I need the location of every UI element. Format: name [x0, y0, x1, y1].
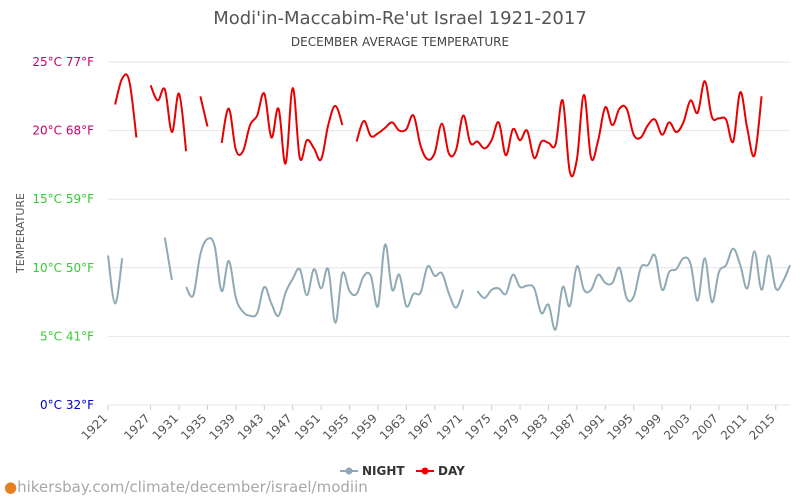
legend-swatch-dot — [345, 467, 353, 475]
x-tick-label: 2015 — [746, 411, 777, 442]
x-tick-label: 1921 — [79, 411, 110, 442]
x-tick-label: 1931 — [150, 411, 181, 442]
series-line-day — [355, 80, 763, 178]
x-tick-label: 1987 — [547, 411, 578, 442]
series-line-night — [163, 237, 173, 281]
series-night — [107, 237, 791, 331]
x-tick-label: 1935 — [178, 411, 209, 442]
x-tick-label: 2007 — [690, 411, 721, 442]
x-tick-label: 1971 — [434, 411, 465, 442]
chart-title: Modi'in-Maccabim-Re'ut Israel 1921-2017 — [213, 8, 587, 29]
legend-item-night[interactable]: NIGHT — [340, 464, 405, 478]
y-tick-label: 10°C 50°F — [32, 261, 94, 275]
series-lines — [107, 73, 791, 331]
x-tick-label: 1927 — [121, 411, 152, 442]
y-tick-label: 0°C 32°F — [40, 398, 94, 412]
y-tick-label: 15°C 59°F — [32, 192, 94, 206]
x-tick-label: 2011 — [718, 411, 749, 442]
y-tick-label: 25°C 77°F — [32, 55, 94, 69]
series-line-night — [476, 247, 791, 331]
legend-label: NIGHT — [362, 464, 405, 478]
legend-item-day[interactable]: DAY — [416, 464, 465, 478]
y-tick-label: 5°C 41°F — [40, 329, 94, 343]
x-tick-label: 1959 — [349, 411, 380, 442]
series-day — [114, 73, 763, 178]
legend-swatch-dot — [421, 467, 429, 475]
x-tick-label: 1939 — [206, 411, 237, 442]
x-tick-label: 1975 — [462, 411, 493, 442]
y-axis-label: TEMPERATURE — [14, 193, 27, 274]
x-tick-label: 1943 — [235, 411, 266, 442]
x-tick-label: 1983 — [519, 411, 550, 442]
watermark: ●hikersbay.com/climate/december/israel/m… — [4, 478, 368, 496]
series-line-day — [199, 96, 209, 127]
x-tick-label: 1963 — [377, 411, 408, 442]
x-tick-label: 1947 — [263, 411, 294, 442]
x-tick-label: 1999 — [633, 411, 664, 442]
x-tick-label: 1967 — [405, 411, 436, 442]
legend[interactable]: NIGHT DAY — [340, 464, 465, 478]
y-tick-label: 20°C 68°F — [32, 124, 94, 138]
series-line-day — [149, 84, 188, 152]
x-tick-label: 1951 — [292, 411, 323, 442]
x-tick-label: 1955 — [320, 411, 351, 442]
x-tick-label: 2003 — [661, 411, 692, 442]
legend-label: DAY — [438, 464, 465, 478]
y-axis-ticks: 0°C 32°F 5°C 41°F 10°C 50°F 15°C 59°F 20°C 6… — [32, 55, 94, 412]
x-tick-label: 1979 — [491, 411, 522, 442]
x-axis-ticks: 1921 192719311935193919431947195119551959… — [79, 405, 778, 443]
grid-lines — [108, 61, 790, 406]
x-tick-label: 1991 — [576, 411, 607, 442]
location-pin-icon: ● — [4, 478, 18, 496]
series-line-night — [185, 237, 465, 324]
series-line-day — [220, 87, 344, 165]
chart-subtitle: DECEMBER AVERAGE TEMPERATURE — [291, 35, 509, 49]
x-tick-label: 1995 — [604, 411, 635, 442]
watermark-text: hikersbay.com/climate/december/israel/mo… — [17, 478, 368, 496]
series-line-day — [114, 73, 138, 138]
series-line-night — [107, 255, 124, 305]
